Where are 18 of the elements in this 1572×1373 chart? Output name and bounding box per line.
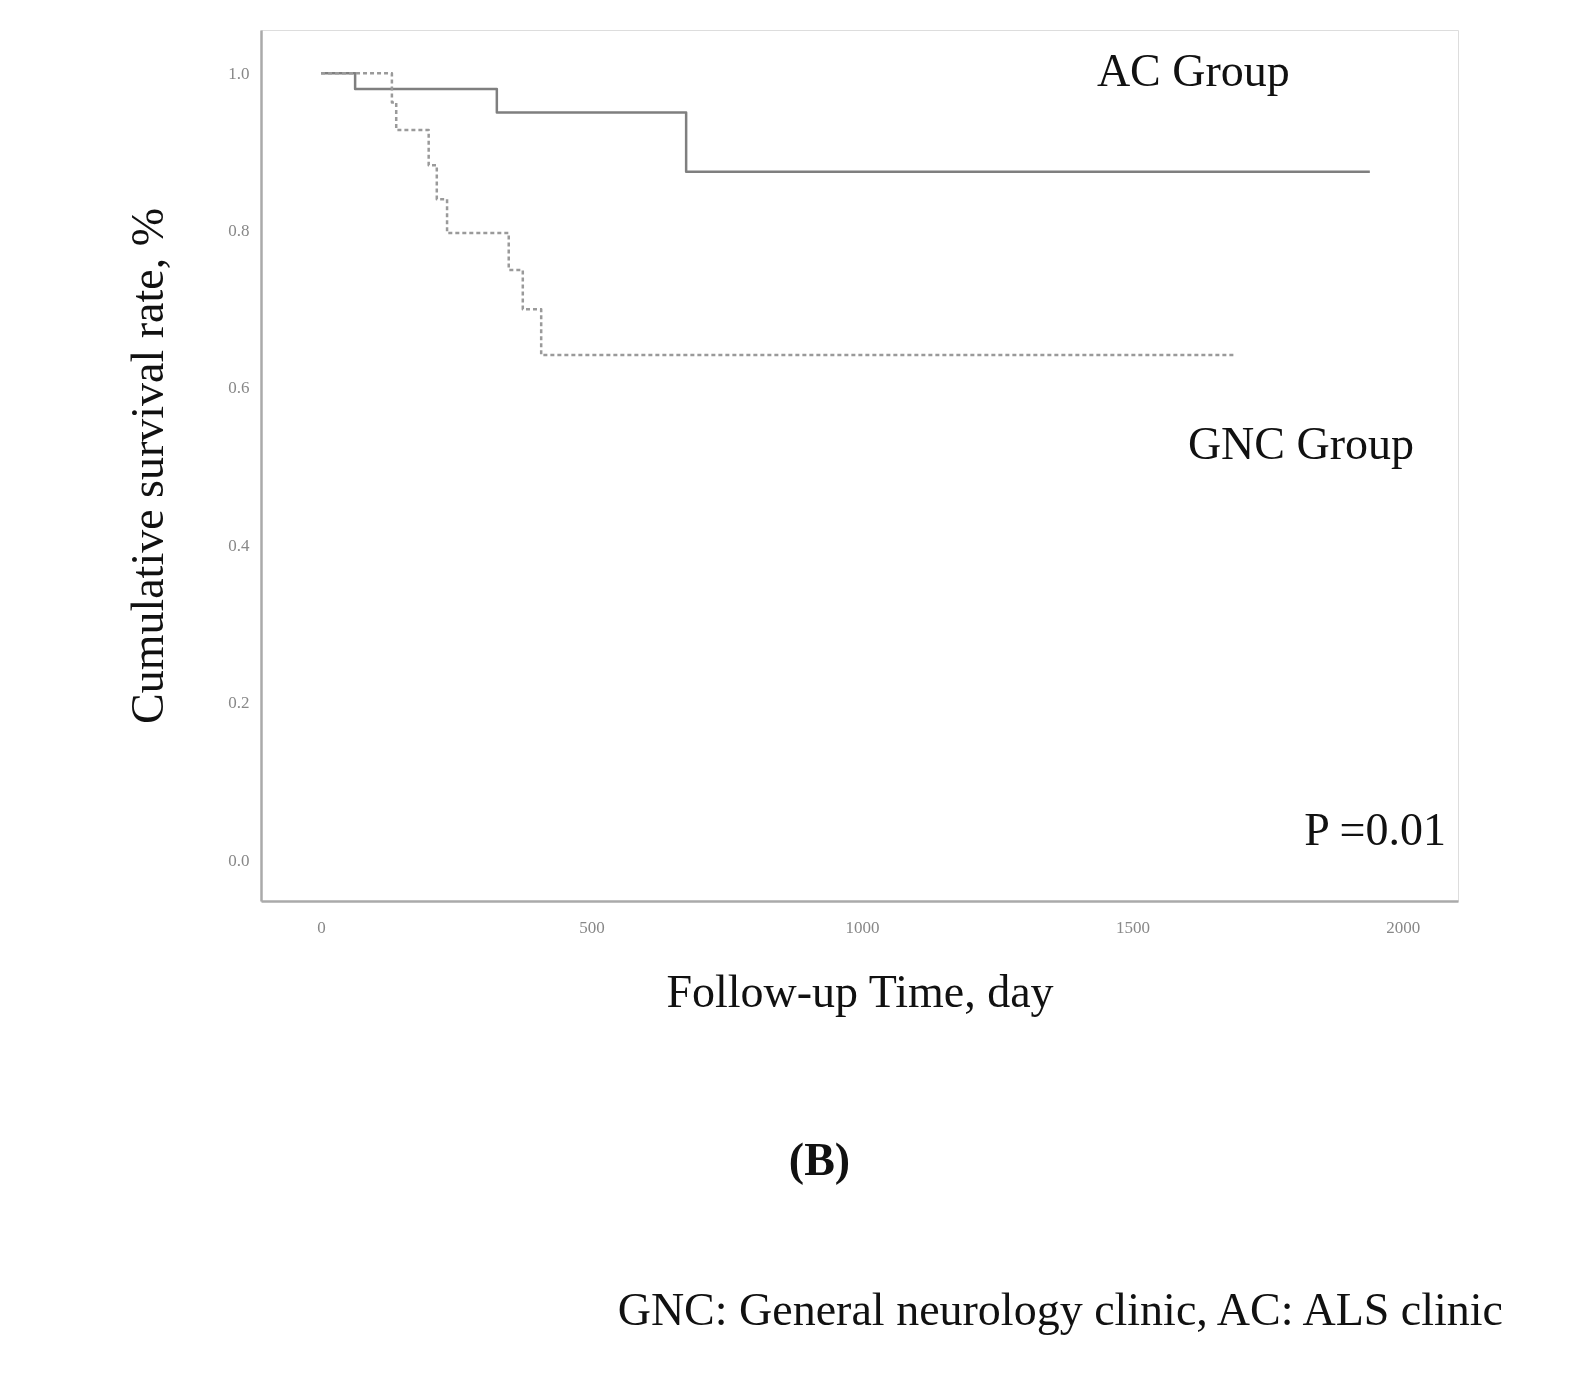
text: GNC: General neurology clinic, AC: ALS clinic: [617, 1284, 1503, 1335]
x-tick-label: 1000: [845, 917, 880, 937]
y-tick-label: 0.0: [228, 850, 250, 870]
x-tick-label: 1500: [1115, 917, 1150, 937]
x-tick-label: 500: [579, 917, 605, 937]
annotation: P =0.01: [1304, 804, 1446, 855]
x-tick-label: 0: [317, 917, 326, 937]
x-tick-label: 2000: [1386, 917, 1421, 937]
y-tick-label: 0.6: [228, 378, 250, 398]
y-axis-title: Cumulative survival rate, %: [122, 207, 174, 725]
y-tick-label: 0.4: [228, 535, 250, 555]
series-label: AC Group: [1096, 44, 1290, 96]
x-axis-title: Follow-up Time, day: [666, 965, 1054, 1017]
y-tick-label: 0.2: [228, 693, 250, 713]
y-tick-label: 0.8: [228, 221, 250, 241]
series-label: GNC Group: [1187, 417, 1415, 469]
text: (B): [788, 1134, 851, 1185]
y-tick-label: 1.0: [228, 63, 250, 83]
